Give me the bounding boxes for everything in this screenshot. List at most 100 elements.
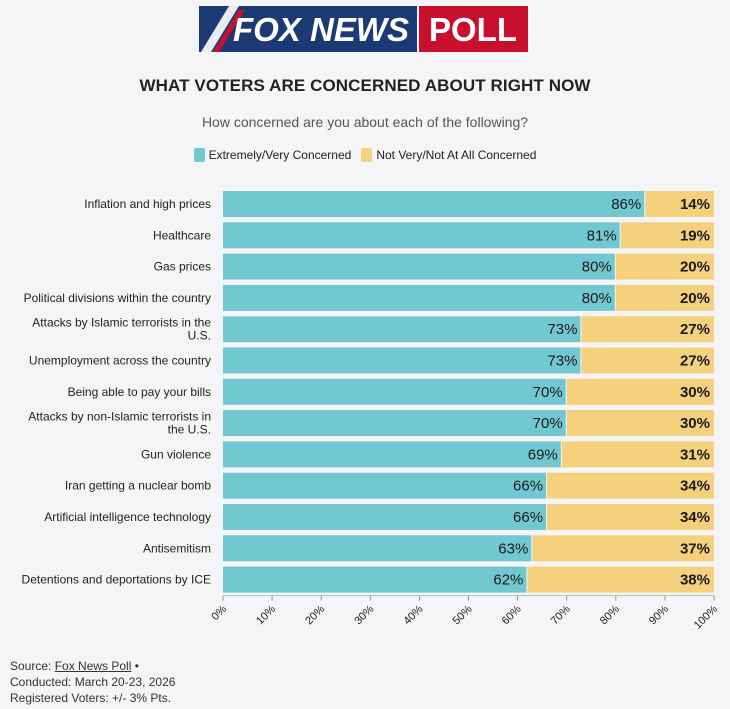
bar-concerned bbox=[223, 347, 581, 374]
data-label: 62% bbox=[493, 572, 523, 589]
bar-concerned bbox=[223, 378, 566, 405]
bar-concerned bbox=[223, 535, 532, 562]
conducted-date: Conducted: March 20-23, 2026 bbox=[10, 675, 176, 689]
data-label: 20% bbox=[680, 290, 710, 307]
bar-concerned bbox=[223, 504, 547, 530]
logo-fox-news-text: FOX NEWS bbox=[233, 11, 409, 48]
category-label: Detentions and deportations by ICE bbox=[22, 573, 211, 587]
data-label: 38% bbox=[680, 572, 710, 589]
bar-not-concerned bbox=[615, 253, 714, 280]
data-label: 70% bbox=[533, 384, 563, 401]
data-label: 30% bbox=[680, 384, 710, 401]
data-label: 81% bbox=[587, 227, 617, 244]
bar-not-concerned bbox=[547, 504, 714, 530]
x-tick-label: 20% bbox=[303, 603, 327, 627]
data-label: 14% bbox=[680, 196, 710, 213]
data-label: 70% bbox=[533, 415, 563, 432]
legend-item-not-concerned: Not Very/Not At All Concerned bbox=[361, 148, 536, 162]
bar-not-concerned bbox=[561, 441, 714, 468]
logo-blue-panel bbox=[199, 6, 417, 52]
legend-swatch-concerned bbox=[193, 148, 205, 162]
category-label: Being able to pay your bills bbox=[68, 385, 211, 399]
x-tick-label: 10% bbox=[254, 603, 278, 627]
category-label: Antisemitism bbox=[143, 541, 211, 555]
x-tick-label: 100% bbox=[692, 603, 721, 632]
data-label: 80% bbox=[582, 290, 612, 307]
bar-not-concerned bbox=[566, 410, 714, 437]
bar-not-concerned bbox=[615, 284, 714, 311]
category-label: Gun violence bbox=[141, 447, 211, 461]
category-label: Gas prices bbox=[154, 260, 211, 274]
bar-concerned bbox=[223, 316, 581, 343]
data-label: 27% bbox=[680, 353, 710, 370]
source-line: Source: Fox News Poll • bbox=[10, 658, 175, 674]
logo-poll-text: POLL bbox=[429, 11, 517, 48]
logo-stripe bbox=[213, 10, 245, 52]
data-label: 73% bbox=[547, 321, 577, 338]
logo-red-panel bbox=[419, 6, 528, 52]
data-label: 69% bbox=[528, 446, 558, 463]
category-label: the U.S. bbox=[168, 423, 211, 437]
x-tick-label: 40% bbox=[401, 603, 425, 627]
data-label: 66% bbox=[513, 478, 543, 495]
bar-concerned bbox=[223, 222, 620, 249]
bar-not-concerned bbox=[645, 191, 714, 217]
category-label: Attacks by non-Islamic terrorists in bbox=[28, 410, 211, 424]
legend-label-concerned: Extremely/Very Concerned bbox=[208, 148, 352, 162]
data-label: 27% bbox=[680, 321, 710, 338]
data-label: 30% bbox=[680, 415, 710, 432]
source-link[interactable]: Fox News Poll bbox=[54, 659, 132, 673]
category-label: U.S. bbox=[188, 329, 211, 343]
bar-not-concerned bbox=[581, 347, 714, 374]
x-tick-label: 30% bbox=[352, 603, 376, 627]
data-label: 34% bbox=[680, 478, 710, 495]
data-label: 37% bbox=[680, 540, 710, 557]
bar-concerned bbox=[223, 191, 645, 217]
bar-not-concerned bbox=[566, 378, 714, 405]
x-tick-label: 50% bbox=[451, 603, 475, 627]
data-label: 31% bbox=[680, 446, 710, 463]
logo-stripe bbox=[201, 6, 239, 52]
bar-concerned bbox=[223, 566, 527, 593]
source-suffix: • bbox=[131, 659, 139, 673]
bar-not-concerned bbox=[532, 535, 714, 562]
category-label: Iran getting a nuclear bomb bbox=[65, 479, 211, 493]
category-label: Artificial intelligence technology bbox=[44, 510, 211, 524]
chart-footer: Source: Fox News Poll • Conducted: March… bbox=[10, 658, 175, 706]
bar-not-concerned bbox=[620, 222, 714, 249]
category-label: Healthcare bbox=[153, 228, 211, 242]
category-label: Inflation and high prices bbox=[84, 197, 211, 211]
data-label: 66% bbox=[513, 509, 543, 526]
data-label: 63% bbox=[498, 540, 528, 557]
chart-title: WHAT VOTERS ARE CONCERNED ABOUT RIGHT NO… bbox=[139, 76, 591, 95]
stacked-bar-chart: 86% 14% Inflation and high prices 81% 19% Hea… bbox=[22, 191, 721, 632]
legend-label-not-concerned: Not Very/Not At All Concerned bbox=[376, 148, 537, 162]
category-label: Political divisions within the country bbox=[24, 291, 211, 305]
bar-not-concerned bbox=[581, 316, 714, 343]
x-tick-label: 80% bbox=[598, 603, 622, 627]
bar-concerned bbox=[223, 441, 561, 468]
category-label: Attacks by Islamic terrorists in the bbox=[32, 316, 211, 330]
legend-swatch-not-concerned bbox=[361, 148, 373, 162]
bar-not-concerned bbox=[527, 566, 714, 593]
bar-concerned bbox=[223, 253, 615, 280]
data-label: 80% bbox=[582, 259, 612, 276]
bar-concerned bbox=[223, 410, 566, 437]
data-label: 19% bbox=[680, 227, 710, 244]
legend-item-concerned: Extremely/Very Concerned bbox=[193, 148, 352, 162]
x-tick-label: 0% bbox=[209, 603, 229, 623]
margin-of-error: Registered Voters: +/- 3% Pts. bbox=[10, 691, 172, 705]
bar-concerned bbox=[223, 284, 615, 311]
x-tick-label: 70% bbox=[549, 603, 573, 627]
source-prefix: Source: bbox=[10, 659, 55, 673]
fox-news-poll-logo: FOX NEWS POLL bbox=[199, 6, 528, 52]
data-label: 73% bbox=[547, 353, 577, 370]
chart-legend: Extremely/Very Concerned Not Very/Not At… bbox=[0, 148, 730, 162]
data-label: 20% bbox=[680, 259, 710, 276]
x-tick-label: 90% bbox=[647, 603, 671, 627]
data-label: 34% bbox=[680, 509, 710, 526]
data-label: 86% bbox=[611, 196, 641, 213]
chart-subtitle: How concerned are you about each of the … bbox=[201, 114, 529, 130]
bar-not-concerned bbox=[547, 472, 714, 499]
x-tick-label: 60% bbox=[500, 603, 524, 627]
